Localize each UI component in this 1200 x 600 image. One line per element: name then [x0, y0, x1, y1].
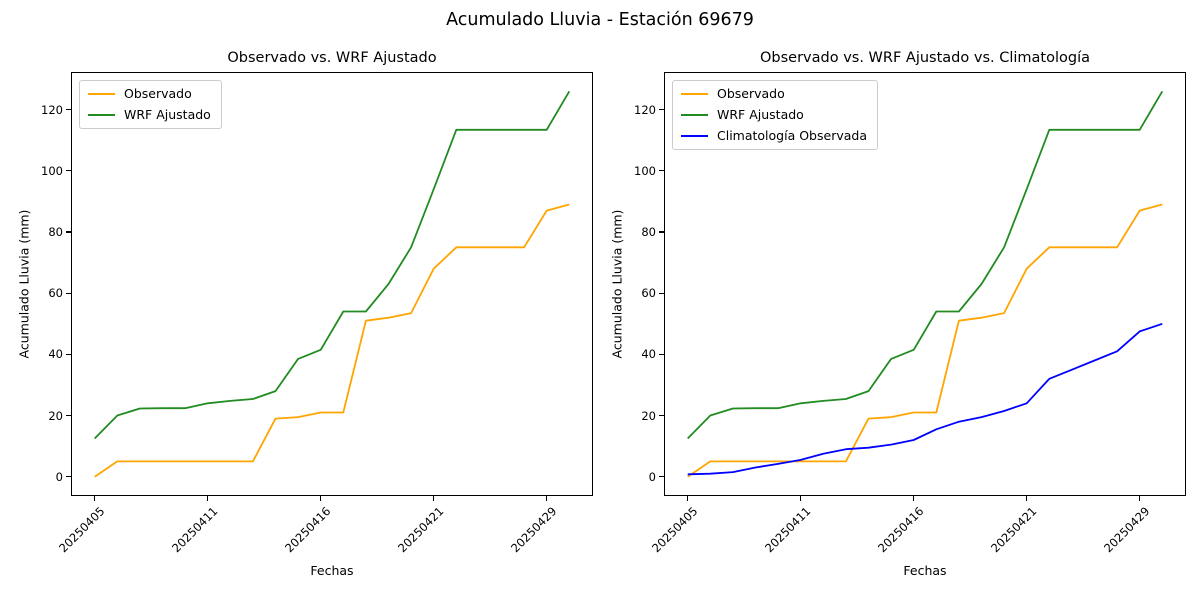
- y-tick-label: 60: [641, 286, 656, 301]
- x-tick-mark: [433, 496, 435, 501]
- series-line-wrf-ajustado: [94, 90, 571, 440]
- y-tick-label: 120: [41, 102, 63, 117]
- x-tick-label: 20250429: [1100, 504, 1153, 556]
- legend-item: Climatología Observada: [681, 128, 867, 144]
- legend-item: Observado: [681, 86, 867, 102]
- y-tick-label: 0: [55, 469, 63, 484]
- axes-box: Observado WRF Ajustado Climatología Observ…: [664, 72, 1186, 496]
- y-tick-mark: [659, 109, 664, 111]
- legend-line-swatch: [88, 93, 115, 95]
- y-tick-mark: [659, 292, 664, 294]
- legend-label: Observado: [124, 86, 192, 101]
- series-line-climatologia-observada: [687, 322, 1163, 476]
- y-tick-label: 100: [634, 163, 656, 178]
- x-tick-label: 20250429: [507, 504, 560, 556]
- y-tick-mark: [66, 414, 71, 417]
- plot-area: [687, 90, 1164, 478]
- x-tick-label: 20250411: [761, 504, 814, 556]
- x-tick-label: 20250421: [987, 504, 1040, 556]
- y-tick-label: 80: [48, 225, 63, 239]
- series-line-observado: [94, 203, 570, 478]
- x-tick-mark: [1139, 496, 1141, 501]
- y-tick-mark: [66, 231, 71, 233]
- x-tick-label: 20250421: [394, 504, 447, 556]
- y-tick-mark: [659, 353, 664, 355]
- y-tick-mark: [659, 170, 664, 172]
- y-tick-label: 40: [641, 347, 656, 362]
- x-tick-label: 20250416: [281, 504, 334, 556]
- plot-area: [94, 90, 571, 478]
- y-axis-label: Acumulado Lluvia (mm): [16, 209, 32, 359]
- y-tick-mark: [659, 414, 664, 417]
- x-axis-label: Fechas: [903, 563, 947, 578]
- figure-title: Acumulado Lluvia - Estación 69679: [446, 10, 754, 30]
- y-tick-mark: [66, 109, 71, 111]
- legend-line-swatch: [681, 114, 708, 116]
- y-axis-label: Acumulado Lluvia (mm): [609, 209, 625, 359]
- legend-item: Observado: [88, 86, 211, 102]
- x-tick-label: 20250416: [874, 504, 927, 556]
- x-tick-label: 20250405: [648, 504, 701, 556]
- legend-label: Observado: [717, 86, 785, 101]
- legend-line-swatch: [88, 114, 115, 116]
- legend-label: WRF Ajustado: [717, 107, 804, 122]
- y-tick-mark: [66, 292, 71, 294]
- y-tick-label: 60: [48, 286, 63, 301]
- axes-title: Observado vs. WRF Ajustado vs. Climatolo…: [760, 50, 1090, 66]
- y-tick-label: 40: [48, 347, 63, 362]
- legend-label: WRF Ajustado: [124, 107, 211, 122]
- axes-title: Observado vs. WRF Ajustado: [227, 50, 437, 66]
- series-line-observado: [687, 203, 1163, 478]
- legend-line-swatch: [681, 135, 708, 137]
- x-axis-label: Fechas: [310, 563, 354, 578]
- axes-box: Observado WRF Ajustado: [71, 72, 593, 496]
- y-tick-mark: [66, 476, 71, 478]
- x-tick-mark: [1026, 496, 1028, 501]
- y-tick-label: 0: [648, 469, 656, 484]
- legend: Observado WRF Ajustado Climatología Observ…: [672, 80, 878, 150]
- legend: Observado WRF Ajustado: [79, 80, 222, 129]
- y-tick-label: 100: [41, 163, 63, 178]
- legend-line-swatch: [681, 93, 708, 95]
- y-tick-label: 120: [634, 102, 656, 117]
- legend-label: Climatología Observada: [717, 128, 867, 143]
- x-tick-mark: [207, 496, 209, 501]
- x-tick-label: 20250405: [55, 504, 108, 556]
- legend-item: WRF Ajustado: [88, 107, 211, 123]
- y-tick-label: 20: [48, 408, 63, 423]
- y-tick-mark: [66, 353, 71, 355]
- y-tick-label: 20: [641, 408, 656, 423]
- x-tick-mark: [94, 496, 96, 501]
- y-tick-label: 80: [641, 225, 656, 239]
- y-tick-mark: [659, 476, 664, 478]
- y-tick-mark: [66, 170, 71, 172]
- x-tick-mark: [546, 496, 548, 501]
- y-tick-mark: [659, 231, 664, 233]
- legend-item: WRF Ajustado: [681, 107, 867, 123]
- x-tick-mark: [913, 496, 915, 501]
- x-tick-label: 20250411: [168, 504, 221, 556]
- series-line-wrf-ajustado: [687, 90, 1164, 440]
- x-tick-mark: [687, 496, 689, 501]
- x-tick-mark: [320, 496, 322, 501]
- x-tick-mark: [800, 496, 802, 501]
